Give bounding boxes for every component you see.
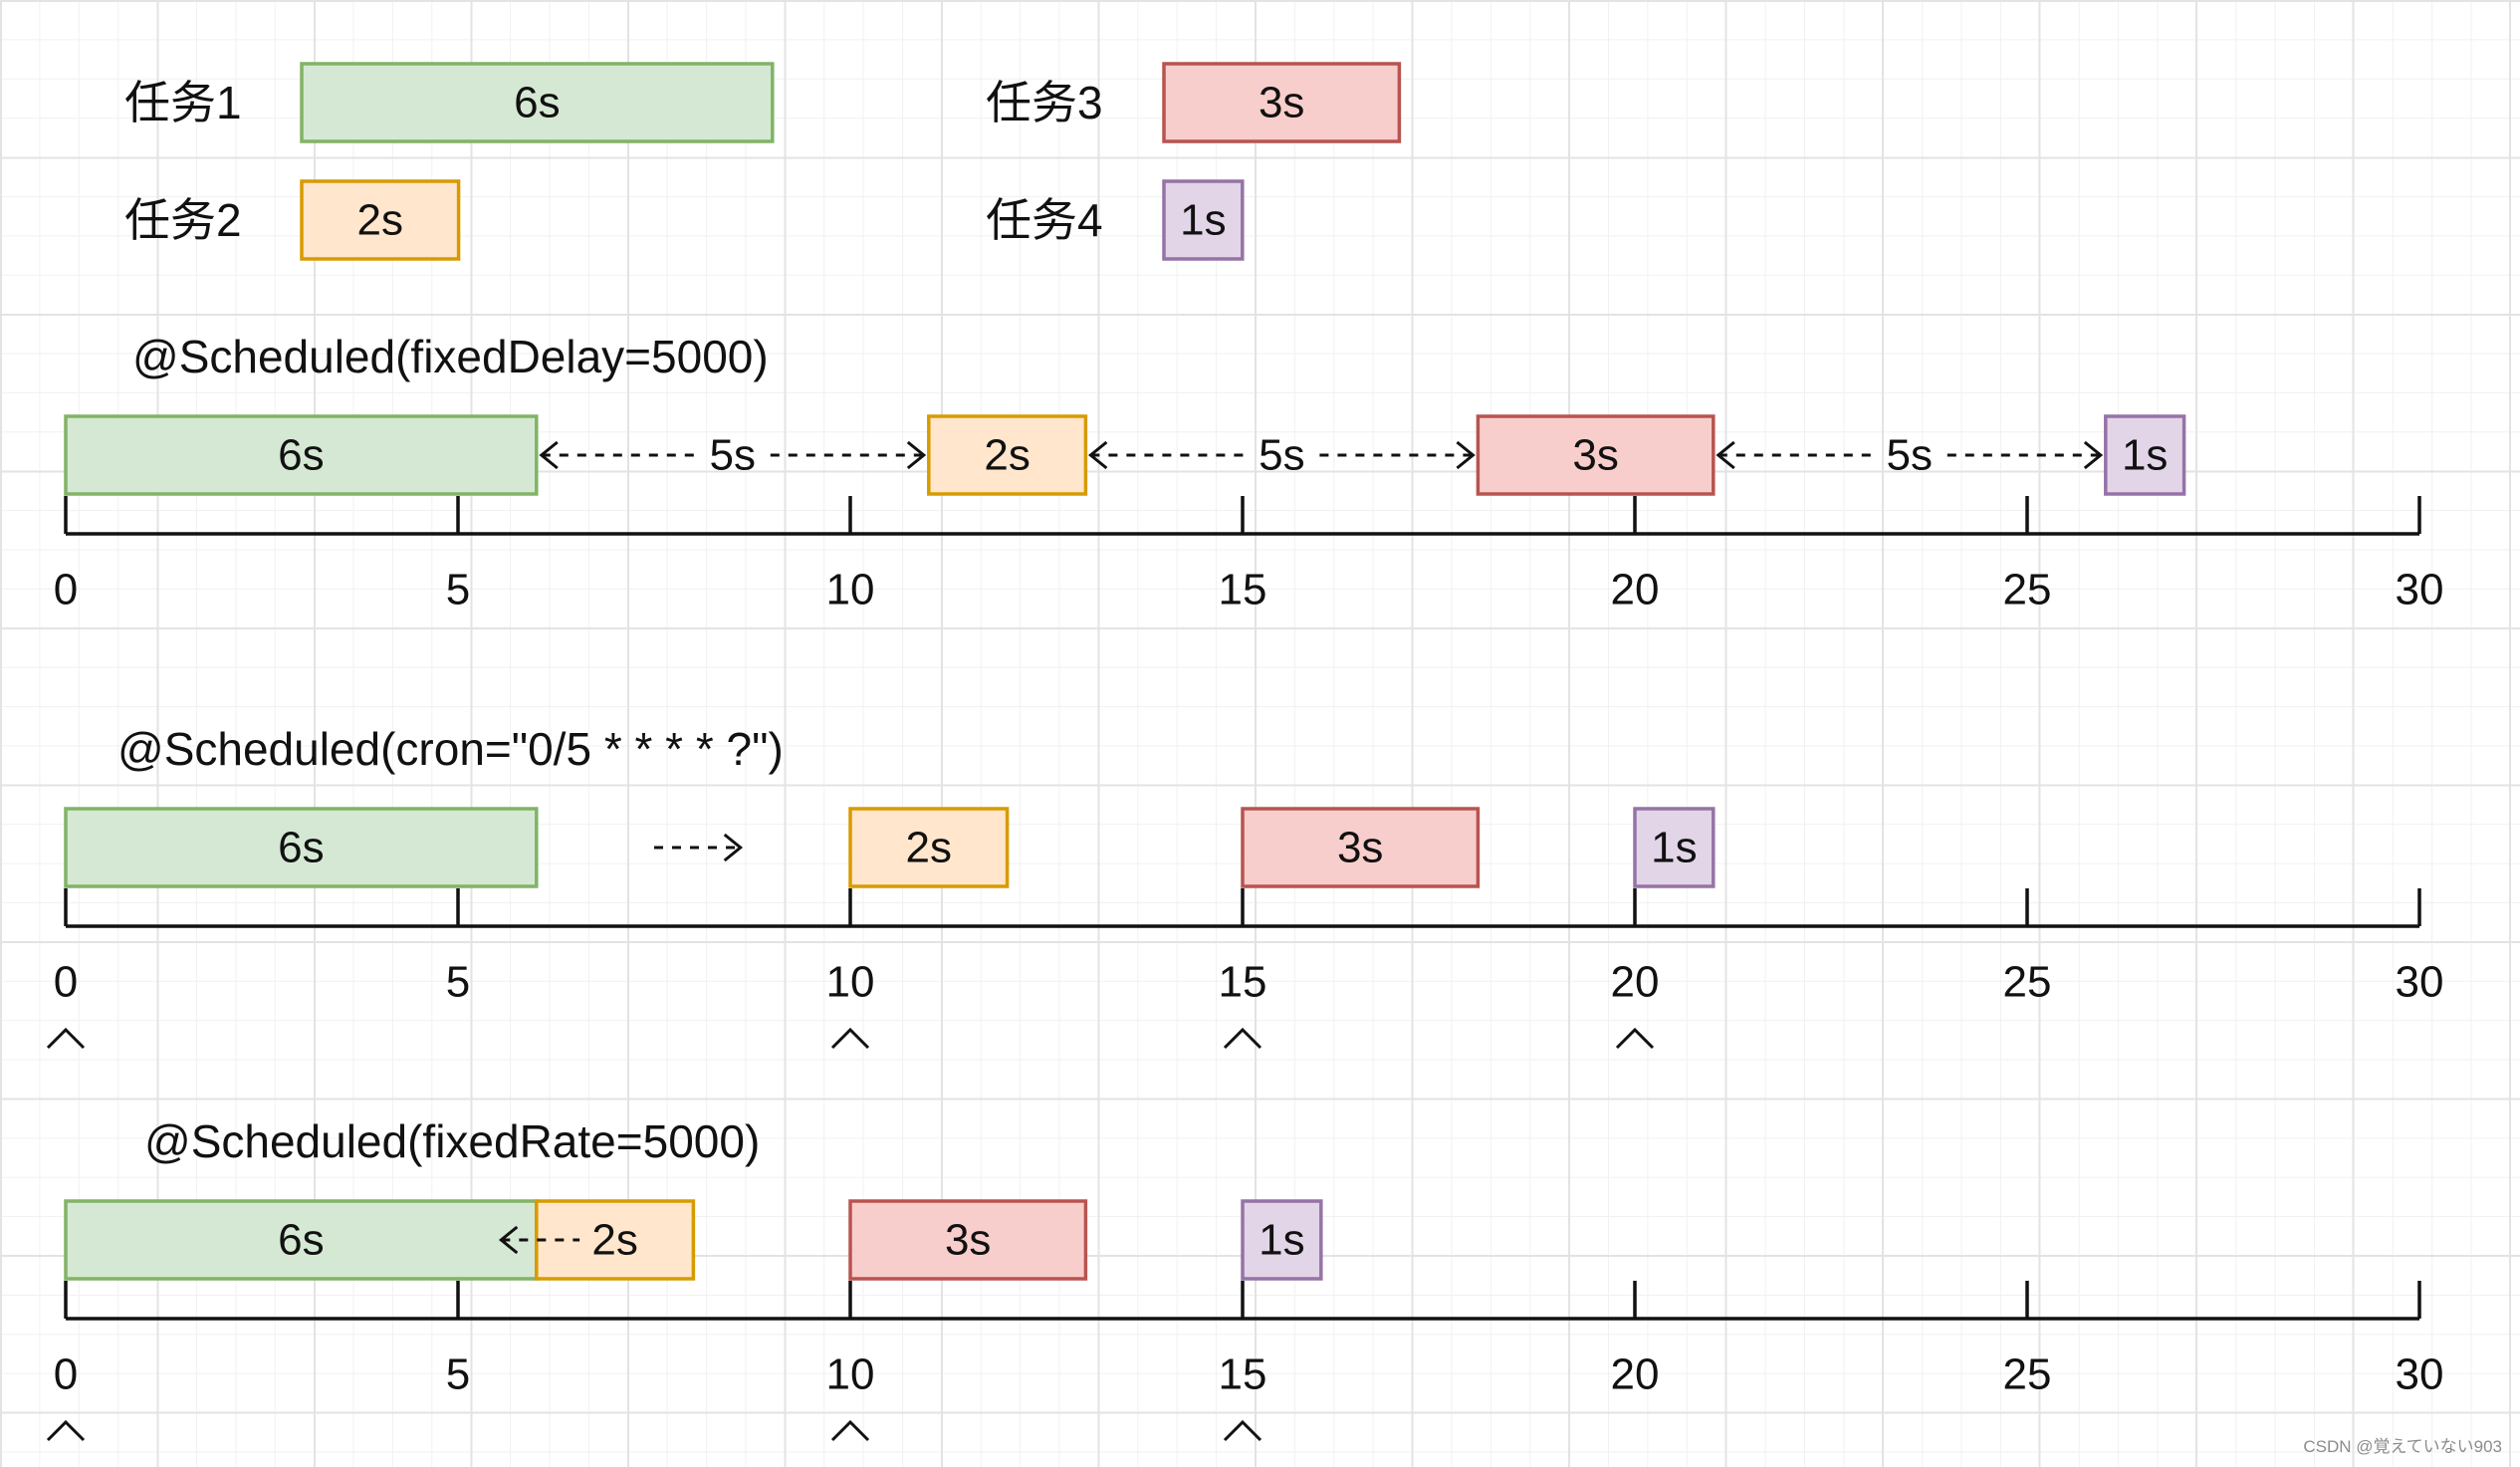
row3-task1-bar <box>64 1199 539 1281</box>
row1-task4-bar-label: 1s <box>2122 431 2168 480</box>
row1-task3-bar <box>1476 414 1716 496</box>
row3-title: @Scheduled(fixedRate=5000) <box>144 1115 760 1167</box>
row2-trigger-caret-10 <box>830 1027 870 1050</box>
row3-task2-bar-label: 2s <box>591 1216 637 1265</box>
row3-connector-1-arrow-head <box>498 1225 519 1255</box>
row1-task1-bar <box>64 414 539 496</box>
legend-task4-name: 任务4 <box>986 194 1103 246</box>
row2-task2-bar-label: 2s <box>906 824 952 872</box>
legend-task3-box <box>1162 62 1402 143</box>
row2-axis-tick-label-0: 0 <box>54 958 78 1007</box>
row1-gap-3-arrow-head-left <box>1716 440 1735 470</box>
row2-trigger-caret-15 <box>1223 1027 1262 1050</box>
row1-axis-tick-label-20: 20 <box>1611 566 1660 614</box>
row2-axis-tick-label-25: 25 <box>2003 958 2052 1007</box>
row1-gap-2-label: 5s <box>1259 431 1304 480</box>
row2-task1-bar-label: 6s <box>278 824 324 872</box>
legend-task4-duration-label: 1s <box>1180 196 1226 245</box>
row1-axis-tick-label-0: 0 <box>54 566 78 614</box>
row1-task2-bar <box>927 414 1088 496</box>
legend-task3-duration-label: 3s <box>1259 79 1304 127</box>
row3-task4-bar-label: 1s <box>1259 1216 1304 1265</box>
row3-axis-tick-label-30: 30 <box>2396 1350 2444 1399</box>
legend-task4-box <box>1162 179 1245 261</box>
row2-task3-bar-label: 3s <box>1337 824 1383 872</box>
row3-task4-bar <box>1241 1199 1323 1281</box>
row1-axis-tick-label-25: 25 <box>2003 566 2052 614</box>
row2-task3-bar <box>1241 807 1481 888</box>
row2-axis-tick-label-15: 15 <box>1219 958 1267 1007</box>
row1-task4-bar <box>2104 414 2186 496</box>
row2-axis-tick-label-5: 5 <box>446 958 470 1007</box>
row1-axis-tick-label-15: 15 <box>1219 566 1267 614</box>
row1-task2-bar-label: 2s <box>984 431 1030 480</box>
legend-task2-duration-label: 2s <box>357 196 403 245</box>
row1-title: @Scheduled(fixedDelay=5000) <box>132 331 769 382</box>
row3-trigger-caret-10 <box>830 1419 870 1442</box>
row1-gap-2-arrow-head-right <box>1456 440 1476 470</box>
row2-axis-tick-label-30: 30 <box>2396 958 2444 1007</box>
row3-axis-tick-label-15: 15 <box>1219 1350 1267 1399</box>
legend-task2-name: 任务2 <box>124 194 242 246</box>
legend-task1-box <box>300 62 775 143</box>
row1-axis-tick-label-5: 5 <box>446 566 470 614</box>
row3-task3-bar-label: 3s <box>945 1216 991 1265</box>
row1-gap-3-arrow-head-right <box>2083 440 2104 470</box>
row2-task4-bar-label: 1s <box>1651 824 1697 872</box>
row3-task3-bar <box>848 1199 1088 1281</box>
row3-axis-tick-label-10: 10 <box>826 1350 875 1399</box>
row3-axis-tick-label-5: 5 <box>446 1350 470 1399</box>
row3-trigger-caret-0 <box>46 1419 86 1442</box>
row3-task1-bar-label: 6s <box>278 1216 324 1265</box>
row2-trigger-caret-0 <box>46 1027 86 1050</box>
legend-task2-box <box>300 179 461 261</box>
watermark: CSDN @覚えていない903 <box>2303 1437 2502 1456</box>
row3-trigger-caret-15 <box>1223 1419 1262 1442</box>
row2-connector-1-arrow-head <box>723 833 744 862</box>
row2-task1-bar <box>64 807 539 888</box>
row3-axis-tick-label-25: 25 <box>2003 1350 2052 1399</box>
row3-axis-tick-label-0: 0 <box>54 1350 78 1399</box>
row2-axis-tick-label-10: 10 <box>826 958 875 1007</box>
legend-task1-name: 任务1 <box>124 77 242 128</box>
row2-task4-bar <box>1633 807 1716 888</box>
row1-gap-2-arrow-head-left <box>1088 440 1108 470</box>
row1-gap-3-label: 5s <box>1887 431 1933 480</box>
row3-axis-tick-label-20: 20 <box>1611 1350 1660 1399</box>
row1-axis-tick-label-30: 30 <box>2396 566 2444 614</box>
row1-task3-bar-label: 3s <box>1572 431 1618 480</box>
row2-task2-bar <box>848 807 1010 888</box>
legend-task1-duration-label: 6s <box>514 79 560 127</box>
row1-task1-bar-label: 6s <box>278 431 324 480</box>
row1-gap-1-arrow-head-left <box>539 440 559 470</box>
row1-gap-1-label: 5s <box>710 431 756 480</box>
row2-trigger-caret-20 <box>1615 1027 1655 1050</box>
row1-gap-1-arrow-head-right <box>906 440 927 470</box>
legend-task3-name: 任务3 <box>986 77 1103 128</box>
row2-title: @Scheduled(cron="0/5 * * * * ?") <box>117 723 784 775</box>
row2-axis-tick-label-20: 20 <box>1611 958 1660 1007</box>
row1-axis-tick-label-10: 10 <box>826 566 875 614</box>
